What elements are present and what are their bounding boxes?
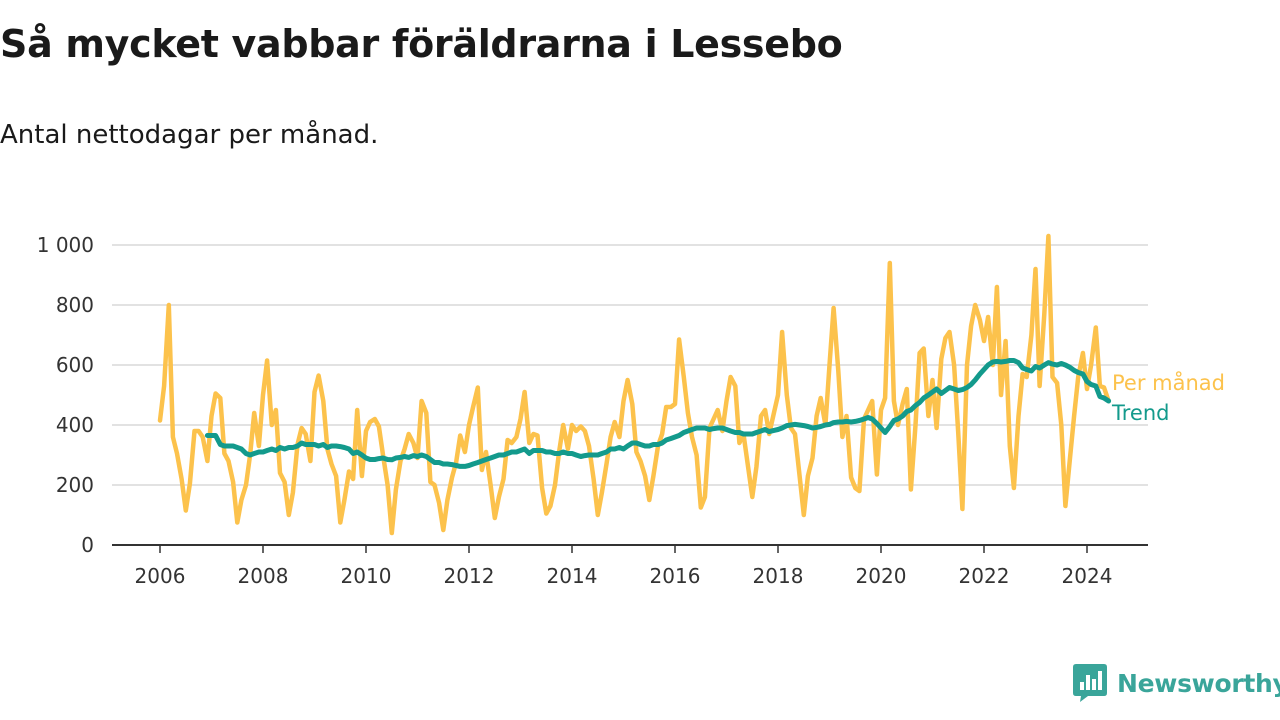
y-tick-label: 800 [56, 293, 94, 317]
y-tick-label: 400 [56, 413, 94, 437]
chart-title: Så mycket vabbar föräldrarna i Lessebo [0, 22, 843, 66]
y-tick-label: 1 000 [37, 233, 94, 257]
y-axis-ticks: 0 200 400 600 800 1 000 [37, 233, 94, 557]
brand-logo: Newsworthy [1073, 664, 1280, 702]
monthly-series-line [157, 233, 1111, 536]
x-tick-label: 2020 [856, 564, 907, 588]
x-tick-label: 2012 [444, 564, 495, 588]
x-tick-label: 2014 [547, 564, 598, 588]
x-tick-label: 2006 [135, 564, 186, 588]
x-tick-label: 2010 [341, 564, 392, 588]
x-axis: 2006 2008 2010 2012 2014 2016 2018 2020 2022 2024 [112, 544, 1148, 588]
y-tick-label: 200 [56, 473, 94, 497]
x-tick-label: 2016 [650, 564, 701, 588]
legend-trend: Trend [1111, 401, 1169, 425]
bar-chart-speech-bubble-icon [1073, 664, 1107, 702]
legend-per-manad: Per månad [1112, 370, 1225, 395]
series-lines [157, 233, 1112, 536]
x-tick-label: 2018 [753, 564, 804, 588]
x-tick-label: 2024 [1062, 564, 1113, 588]
chart-subtitle: Antal nettodagar per månad. [0, 120, 379, 150]
trend-series-line [204, 358, 1112, 469]
brand-name: Newsworthy [1117, 668, 1280, 698]
y-tick-label: 600 [56, 353, 94, 377]
series-legend: Per månad Trend [1111, 370, 1225, 425]
y-tick-label: 0 [81, 533, 94, 557]
x-tick-label: 2022 [959, 564, 1010, 588]
x-tick-label: 2008 [238, 564, 289, 588]
